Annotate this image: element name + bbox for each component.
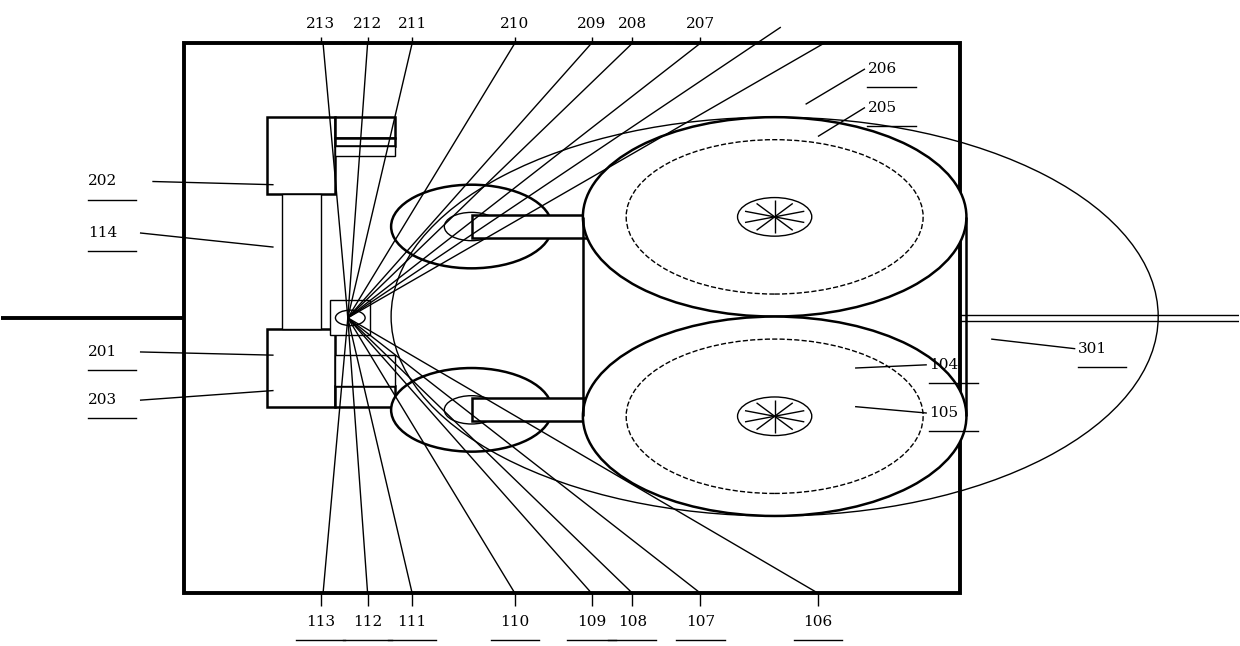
- Text: 207: 207: [686, 17, 715, 31]
- Text: 205: 205: [868, 101, 897, 114]
- Bar: [471, 215, 694, 238]
- Text: 113: 113: [306, 615, 335, 629]
- Circle shape: [583, 117, 966, 317]
- Circle shape: [391, 185, 552, 268]
- Bar: [336, 146, 394, 156]
- Text: 109: 109: [577, 615, 606, 629]
- Bar: [336, 386, 394, 406]
- Circle shape: [583, 317, 966, 516]
- Bar: [471, 398, 694, 421]
- Text: 210: 210: [500, 17, 529, 31]
- Circle shape: [444, 396, 498, 424]
- Text: 301: 301: [1078, 342, 1107, 356]
- Circle shape: [626, 140, 923, 294]
- Text: 105: 105: [929, 406, 959, 420]
- Text: 203: 203: [88, 393, 117, 407]
- Bar: [268, 117, 336, 194]
- Circle shape: [738, 198, 812, 236]
- Text: 111: 111: [398, 615, 427, 629]
- Text: 211: 211: [398, 17, 427, 31]
- Bar: [336, 138, 394, 146]
- Text: 212: 212: [353, 17, 382, 31]
- Circle shape: [444, 213, 498, 241]
- Text: 201: 201: [88, 345, 118, 359]
- Circle shape: [336, 310, 365, 326]
- Text: 213: 213: [306, 17, 335, 31]
- Bar: [283, 194, 321, 329]
- Circle shape: [738, 397, 812, 435]
- Text: 104: 104: [929, 358, 959, 372]
- Text: 107: 107: [686, 615, 715, 629]
- Text: 206: 206: [868, 62, 897, 76]
- Bar: [268, 329, 336, 406]
- Text: 202: 202: [88, 174, 118, 189]
- Bar: [185, 43, 960, 593]
- Text: 114: 114: [88, 226, 118, 240]
- Text: 112: 112: [353, 615, 382, 629]
- Circle shape: [391, 368, 552, 452]
- Text: 108: 108: [618, 615, 647, 629]
- Bar: [336, 117, 394, 138]
- Circle shape: [626, 339, 923, 494]
- Bar: [331, 300, 370, 335]
- Bar: [336, 355, 394, 386]
- Text: 110: 110: [500, 615, 529, 629]
- Text: 209: 209: [577, 17, 606, 31]
- Text: 106: 106: [804, 615, 832, 629]
- Text: 208: 208: [618, 17, 647, 31]
